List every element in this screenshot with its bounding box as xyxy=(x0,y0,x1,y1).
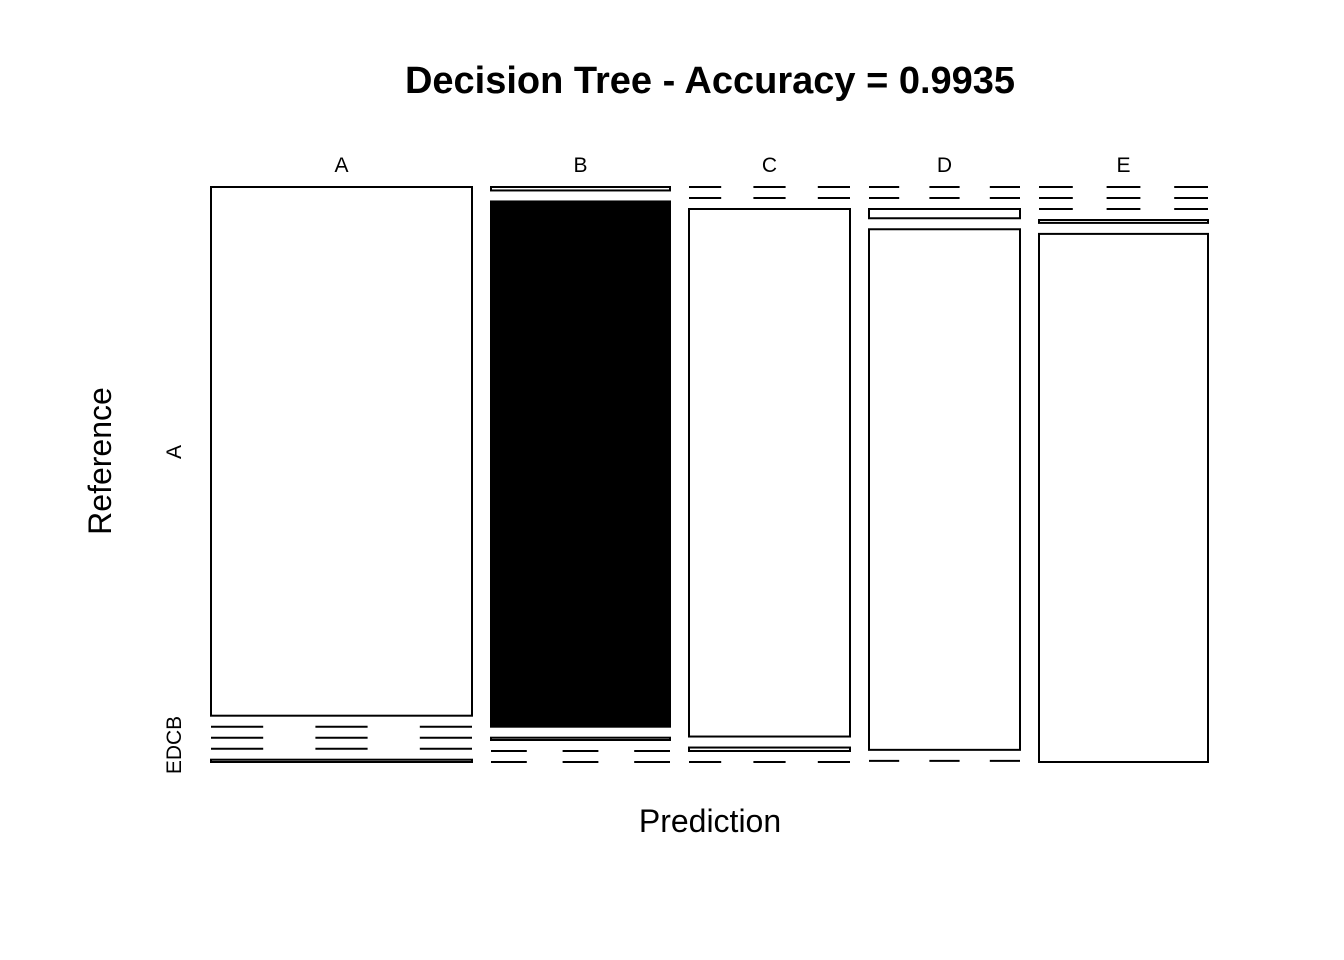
cell-a-a xyxy=(210,186,473,717)
cell-a-e xyxy=(210,758,473,763)
column-b xyxy=(490,186,671,763)
x-tick-labels: A B C D E xyxy=(334,154,1130,177)
y-tick-label-a: A xyxy=(163,445,186,459)
x-tick-label-e: E xyxy=(1116,154,1130,177)
column-a xyxy=(210,186,473,763)
y-axis-title: Reference xyxy=(82,387,118,535)
column-c xyxy=(688,186,851,763)
cell-d-d xyxy=(868,228,1021,751)
cell-c-c xyxy=(688,208,851,738)
x-tick-label-b: B xyxy=(573,154,587,177)
cell-e-e xyxy=(1038,232,1209,763)
cell-b-c xyxy=(490,736,671,741)
cell-b-a xyxy=(490,186,671,192)
column-d xyxy=(868,186,1021,762)
chart-title: Decision Tree - Accuracy = 0.9935 xyxy=(405,60,1015,102)
cell-b-b xyxy=(490,200,671,728)
cell-d-c xyxy=(868,208,1021,220)
mosaic-cells xyxy=(210,186,1209,763)
y-tick-labels: A EDCB xyxy=(163,445,186,774)
x-axis-title: Prediction xyxy=(639,803,781,839)
cell-c-d xyxy=(688,746,851,753)
x-tick-label-d: D xyxy=(937,154,952,177)
cell-e-d xyxy=(1038,219,1209,224)
x-tick-label-c: C xyxy=(762,154,777,177)
y-tick-label-edcb: EDCB xyxy=(163,716,186,774)
column-e xyxy=(1038,186,1209,763)
x-tick-label-a: A xyxy=(334,154,348,177)
